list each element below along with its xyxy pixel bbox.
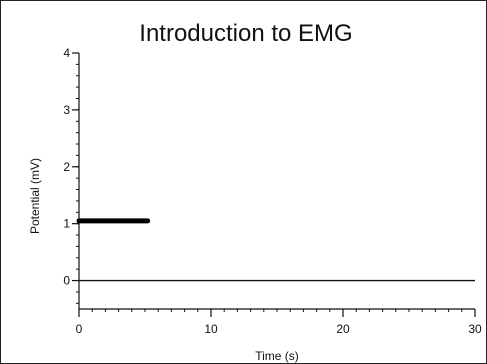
y-axis-label: Potential (mV) xyxy=(28,158,42,234)
x-tick-label: 0 xyxy=(76,322,83,336)
x-axis-label: Time (s) xyxy=(255,349,299,363)
x-tick-label: 30 xyxy=(468,322,482,336)
y-tick-label: 2 xyxy=(63,160,70,174)
y-tick-label: 4 xyxy=(63,46,70,60)
y-tick-label: 1 xyxy=(63,217,70,231)
x-tick-label: 20 xyxy=(336,322,350,336)
y-tick-label: 3 xyxy=(63,103,70,117)
x-tick-label: 10 xyxy=(204,322,218,336)
plot-area: 0 1 2 3 4 0 10 20 30 xyxy=(63,46,482,336)
chart-title: Introduction to EMG xyxy=(139,20,352,47)
y-tick-label: 0 xyxy=(63,274,70,288)
